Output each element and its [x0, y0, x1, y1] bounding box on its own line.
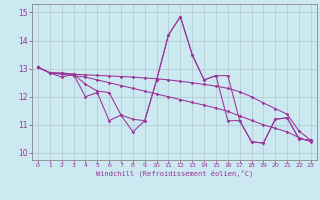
X-axis label: Windchill (Refroidissement éolien,°C): Windchill (Refroidissement éolien,°C): [96, 170, 253, 177]
